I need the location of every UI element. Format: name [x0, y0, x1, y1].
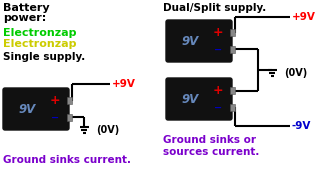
Text: Battery: Battery [3, 3, 50, 13]
Text: power:: power: [3, 13, 46, 23]
Bar [230, 46, 235, 53]
Text: +9V: +9V [292, 12, 316, 22]
Text: (0V): (0V) [96, 125, 119, 135]
Text: (0V): (0V) [284, 68, 307, 78]
Text: +: + [49, 94, 60, 107]
Text: +9V: +9V [112, 79, 136, 89]
Text: sources current.: sources current. [163, 147, 259, 157]
Text: Electronzap: Electronzap [3, 39, 77, 49]
FancyBboxPatch shape [166, 20, 232, 62]
Text: +: + [212, 84, 223, 97]
Bar [67, 114, 72, 121]
FancyBboxPatch shape [3, 88, 69, 130]
Bar [230, 104, 235, 111]
Text: -9V: -9V [292, 121, 311, 131]
Text: Ground sinks current.: Ground sinks current. [3, 155, 131, 165]
Text: −: − [214, 44, 222, 54]
Text: +: + [212, 26, 223, 39]
Text: Dual/Split supply.: Dual/Split supply. [163, 3, 266, 13]
Text: −: − [214, 102, 222, 112]
Text: −: − [50, 112, 59, 122]
Text: 9V: 9V [182, 93, 199, 106]
Text: Single supply.: Single supply. [3, 52, 85, 62]
Bar [230, 87, 235, 94]
Text: 9V: 9V [19, 103, 36, 116]
Text: Electronzap: Electronzap [3, 28, 77, 38]
FancyBboxPatch shape [166, 78, 232, 120]
Bar [67, 97, 72, 104]
Text: Ground sinks or: Ground sinks or [163, 135, 256, 145]
Bar [230, 29, 235, 36]
Text: 9V: 9V [182, 35, 199, 48]
